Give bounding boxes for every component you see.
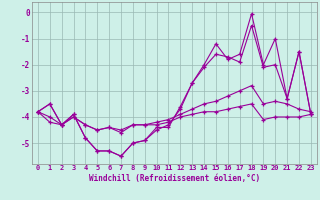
X-axis label: Windchill (Refroidissement éolien,°C): Windchill (Refroidissement éolien,°C) — [89, 174, 260, 183]
